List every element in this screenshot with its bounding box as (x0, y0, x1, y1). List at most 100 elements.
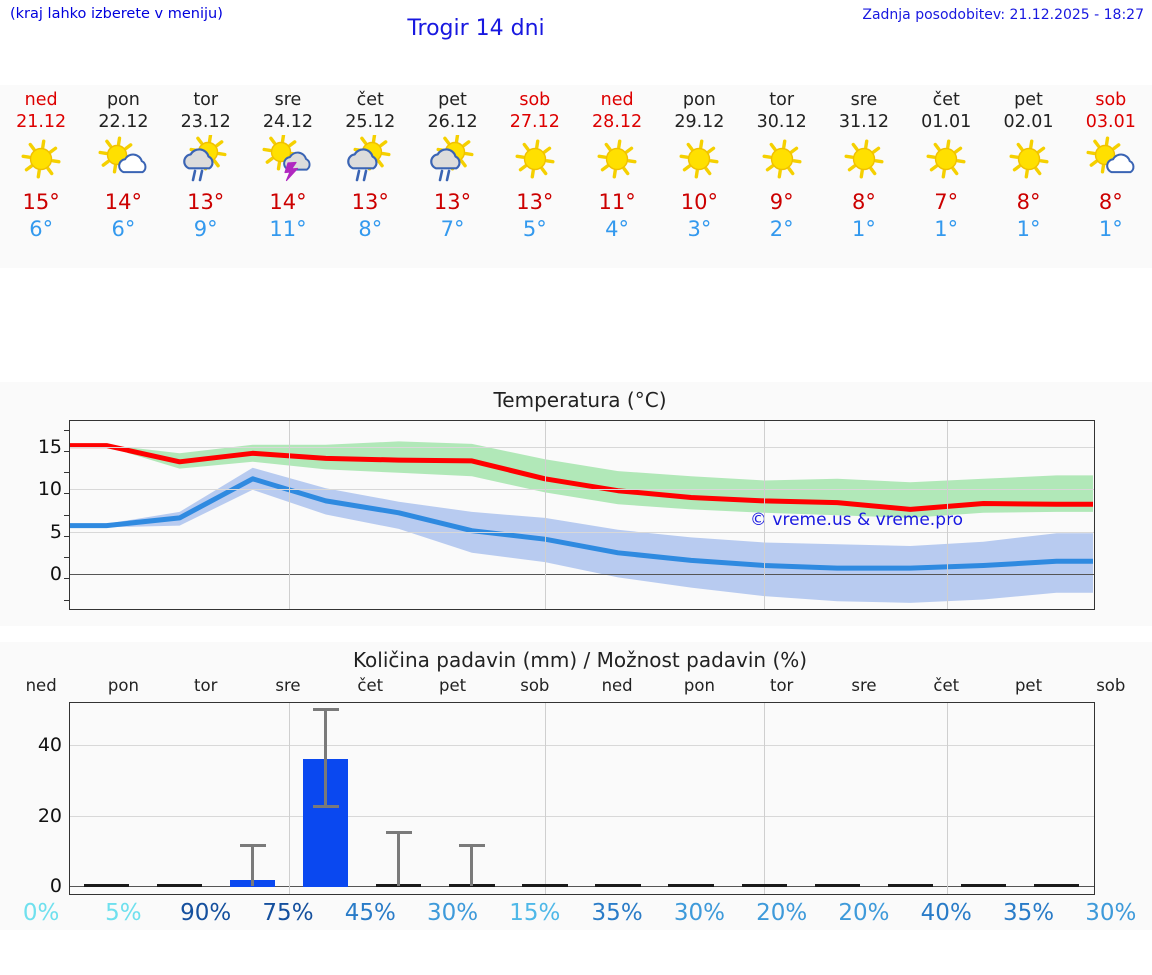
precipitation-chart-title: Količina padavin (mm) / Možnost padavin … (352, 648, 808, 672)
sun-icon (998, 135, 1060, 185)
day-column[interactable]: tor 30.12 9° 2° (741, 85, 823, 268)
precipitation-chance-value: 5% (105, 900, 142, 926)
temperature-gridline: 10 (38, 478, 1094, 500)
precipitation-gridline: 20 (38, 805, 1094, 827)
day-name: pet (1014, 90, 1043, 110)
precipitation-error-cap (458, 843, 485, 847)
day-name: tor (193, 90, 219, 110)
precipitation-day-label: tor (769, 676, 794, 695)
day-date: 28.12 (592, 112, 643, 132)
day-name: ned (600, 90, 634, 110)
precipitation-error-bar (470, 843, 474, 886)
temperature-vertical-gridline (764, 421, 766, 609)
precipitation-bar (522, 883, 568, 887)
day-column[interactable]: čet 25.12 13° 8° (329, 85, 411, 268)
precipitation-chance-value: 20% (756, 900, 808, 926)
day-name: sob (1095, 90, 1127, 110)
day-column[interactable]: sre 24.12 14° 11° (247, 85, 329, 268)
precipitation-gridline: 0 (50, 875, 1094, 897)
precipitation-vertical-gridline (946, 703, 948, 894)
day-column[interactable]: sre 31.12 8° 1° (823, 85, 905, 268)
day-temp-max: 9° (769, 190, 794, 214)
precipitation-chance-value: 0% (22, 900, 60, 926)
precipitation-day-label: čet (357, 676, 384, 695)
temperature-minor-tick (64, 535, 70, 537)
precipitation-bar (595, 883, 641, 887)
temperature-minor-tick (64, 472, 70, 473)
day-temp-max: 14° (104, 190, 143, 214)
day-name: čet (932, 90, 960, 110)
precipitation-bar (887, 883, 933, 887)
day-temp-max: 8° (1098, 190, 1123, 214)
sun-cloud-rain-icon (175, 135, 237, 185)
precipitation-y-tick-label: 40 (37, 734, 62, 757)
temperature-minor-tick (64, 557, 70, 558)
precipitation-day-label: pet (1014, 676, 1043, 695)
temperature-minor-tick (64, 450, 70, 452)
precipitation-chance-value: 30% (673, 900, 725, 926)
watermark-credit: © vreme.us & vreme.pro (750, 510, 964, 530)
day-column[interactable]: pet 26.12 13° 7° (411, 85, 493, 268)
precipitation-day-label: sob (1096, 676, 1126, 695)
day-name: čet (356, 90, 384, 110)
day-column[interactable]: sob 27.12 13° 5° (494, 85, 576, 268)
day-temp-max: 11° (598, 190, 636, 214)
day-temp-max: 13° (516, 190, 554, 214)
precipitation-error-bar (397, 831, 401, 886)
day-date: 01.01 (921, 112, 972, 132)
day-temp-max: 15° (22, 190, 60, 214)
temperature-minor-tick (64, 514, 70, 516)
day-name: ned (24, 90, 58, 110)
day-date: 30.12 (756, 112, 807, 132)
precipitation-chance-value: 40% (920, 900, 972, 926)
sun-cloud-storm-icon (257, 135, 319, 185)
precipitation-y-tick-label: 20 (37, 804, 62, 827)
sun-cloud-rain-icon (422, 135, 484, 185)
day-column[interactable]: tor 23.12 13° 9° (165, 85, 247, 268)
precipitation-error-cap (385, 831, 412, 835)
day-date: 25.12 (345, 112, 396, 132)
day-temp-min: 1° (1098, 217, 1123, 241)
precipitation-day-label: ned (25, 676, 57, 695)
day-date: 29.12 (674, 112, 725, 132)
precipitation-error-cap (312, 805, 339, 809)
day-temp-max: 14° (269, 190, 307, 214)
day-temp-max: 13° (187, 190, 225, 214)
day-column[interactable]: pon 22.12 14° 6° (82, 85, 164, 268)
precipitation-chance-value: 20% (838, 900, 890, 926)
day-temp-max: 8° (852, 190, 876, 214)
temperature-y-tick-label: 10 (37, 478, 62, 500)
page-title: Trogir 14 dni (407, 16, 545, 41)
day-column[interactable]: pet 02.01 8° 1° (987, 85, 1069, 268)
day-column[interactable]: ned 28.12 11° 4° (576, 85, 658, 268)
day-column[interactable]: čet 01.01 7° 1° (905, 85, 987, 268)
precipitation-vertical-gridline (544, 703, 546, 894)
day-temp-min: 7° (440, 217, 465, 241)
precipitation-error-bar (251, 843, 255, 886)
day-date: 21.12 (16, 112, 67, 132)
day-column[interactable]: ned 21.12 15° 6° (0, 85, 82, 268)
day-temp-min: 5° (522, 217, 547, 241)
precipitation-chance-value: 45% (344, 900, 396, 926)
day-temp-min: 1° (934, 217, 959, 241)
sun-icon (10, 135, 72, 185)
day-temp-max: 13° (351, 190, 389, 214)
temperature-y-tick-label: 5 (49, 520, 62, 543)
precipitation-plot-area: 40 20 0 (38, 702, 1095, 897)
sun-icon (668, 135, 730, 185)
precipitation-day-label: ned (601, 676, 633, 695)
day-name: tor (769, 90, 795, 110)
last-updated-text: Zadnja posodobitev: 21.12.2025 - 18:27 (862, 7, 1144, 23)
day-column[interactable]: sob 03.01 8° 1° (1070, 85, 1152, 268)
day-date: 24.12 (262, 112, 314, 132)
precipitation-chance-value: 30% (1085, 900, 1137, 926)
day-column[interactable]: pon 29.12 10° 3° (658, 85, 740, 268)
precipitation-gridline: 40 (38, 734, 1094, 756)
precipitation-chance-value: 30% (426, 900, 479, 926)
temperature-minor-tick (64, 599, 70, 601)
day-date: 03.01 (1085, 112, 1136, 132)
temperature-vertical-gridline (946, 421, 948, 609)
precipitation-day-label: sre (851, 676, 877, 695)
sun-icon (751, 135, 813, 185)
temperature-y-tick-label: 15 (37, 435, 62, 458)
